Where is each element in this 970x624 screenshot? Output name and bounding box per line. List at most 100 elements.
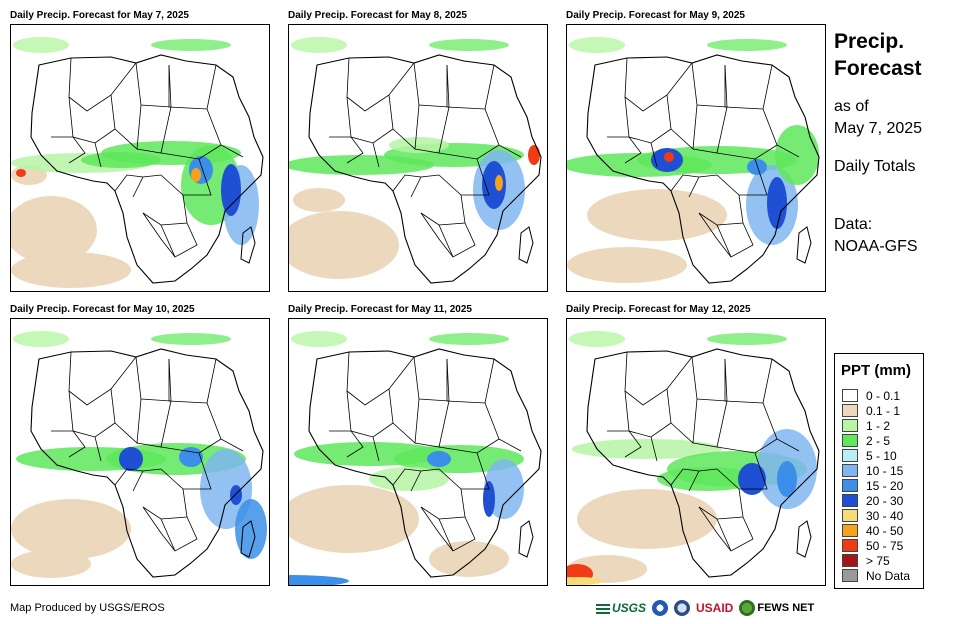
country-border: [160, 158, 212, 196]
country-border: [420, 212, 454, 258]
precip-area: [291, 331, 347, 347]
precip-area: [369, 467, 449, 491]
madagascar-outline: [240, 226, 256, 264]
legend-title: PPT (mm): [841, 362, 912, 379]
legend-label: 10 - 15: [866, 463, 904, 478]
country-border: [724, 64, 773, 110]
country-border: [670, 104, 698, 150]
country-border: [142, 506, 176, 552]
country-border: [698, 506, 732, 552]
precip-area: [707, 39, 787, 51]
legend-swatch: [842, 569, 858, 582]
legend-item: > 75: [842, 553, 890, 568]
precip-area: [151, 333, 231, 345]
country-border: [420, 488, 466, 520]
country-border: [670, 398, 698, 444]
precip-area: [483, 481, 495, 517]
main-title-line2: Forecast: [834, 57, 922, 80]
country-border: [136, 400, 172, 448]
country-border: [346, 351, 415, 406]
precip-area: [191, 168, 201, 182]
country-border: [135, 356, 172, 402]
precip-map: [566, 318, 826, 586]
precip-area: [11, 252, 131, 288]
country-border: [716, 222, 754, 258]
usaid-seal-icon: [674, 600, 691, 616]
legend-item: 30 - 40: [842, 508, 903, 523]
precip-map: [10, 24, 270, 292]
legend-item: No Data: [842, 568, 910, 583]
globe-icon: [739, 600, 756, 616]
precip-area: [289, 575, 349, 585]
country-border: [392, 398, 420, 444]
legend-item: 40 - 50: [842, 523, 903, 538]
precip-area: [577, 489, 717, 549]
country-border: [160, 222, 198, 258]
usgs-waves-icon: [596, 602, 610, 614]
precip-area: [179, 447, 203, 467]
country-border: [329, 136, 364, 164]
country-border: [160, 452, 212, 490]
country-border: [716, 158, 768, 196]
legend-label: 5 - 10: [866, 448, 897, 463]
country-border: [607, 136, 642, 164]
country-border: [329, 430, 364, 458]
africa-coastline: [30, 348, 264, 578]
precip-layer: [11, 331, 267, 578]
precip-area: [429, 541, 509, 577]
country-border: [392, 468, 422, 486]
precip-layer: [567, 331, 817, 585]
country-border: [392, 174, 422, 192]
panel-title: Daily Precip. Forecast for May 8, 2025: [288, 10, 467, 21]
legend-swatch: [842, 554, 858, 567]
country-border: [372, 436, 380, 462]
legend-label: 2 - 5: [866, 433, 891, 448]
legend-item: 50 - 75: [842, 538, 903, 553]
country-border: [160, 516, 198, 552]
country-border: [438, 452, 490, 490]
forecast-panel-day6: Daily Precip. Forecast for May 12, 2025: [566, 304, 826, 586]
precip-layer: [289, 331, 524, 585]
precip-area: [289, 485, 419, 553]
fewsnet-logo: FEWS NET: [739, 600, 814, 616]
country-border: [724, 358, 773, 404]
precip-area: [528, 145, 540, 165]
precip-area: [569, 331, 625, 347]
forecast-panel-day2: Daily Precip. Forecast for May 8, 2025: [288, 10, 548, 292]
madagascar-outline: [518, 226, 534, 264]
precip-map: [288, 318, 548, 586]
country-border: [168, 64, 217, 110]
precip-area: [738, 463, 766, 495]
country-border: [624, 351, 693, 406]
country-border: [691, 356, 728, 402]
legend-label: 0 - 0.1: [866, 388, 901, 403]
country-border: [68, 351, 137, 406]
main-title-line1: Precip.: [834, 30, 905, 53]
country-border: [607, 430, 642, 458]
legend-swatch: [842, 419, 858, 432]
country-border: [716, 516, 754, 552]
precip-area: [664, 152, 674, 162]
usgs-logo: USGS: [596, 601, 646, 615]
legend-swatch: [842, 404, 858, 417]
precip-area: [13, 37, 69, 53]
country-border: [410, 174, 440, 198]
forecast-panel-day4: Daily Precip. Forecast for May 10, 2025: [10, 304, 270, 586]
africa-coastline: [586, 348, 820, 578]
forecast-panel-day1: Daily Precip. Forecast for May 7, 2025: [10, 10, 270, 292]
precip-area: [235, 499, 267, 559]
precip-area: [13, 331, 69, 347]
info-panel: Precip. Forecast as of May 7, 2025 Daily…: [834, 28, 954, 258]
precip-area: [429, 333, 509, 345]
precip-area: [151, 39, 231, 51]
country-border: [692, 106, 728, 154]
precip-area: [567, 247, 687, 283]
precip-layer: [11, 37, 259, 288]
panel-title: Daily Precip. Forecast for May 10, 2025: [10, 304, 195, 315]
legend-swatch: [842, 539, 858, 552]
legend-swatch: [842, 479, 858, 492]
country-border: [142, 194, 188, 226]
precip-area: [587, 189, 727, 241]
country-border: [670, 468, 700, 486]
